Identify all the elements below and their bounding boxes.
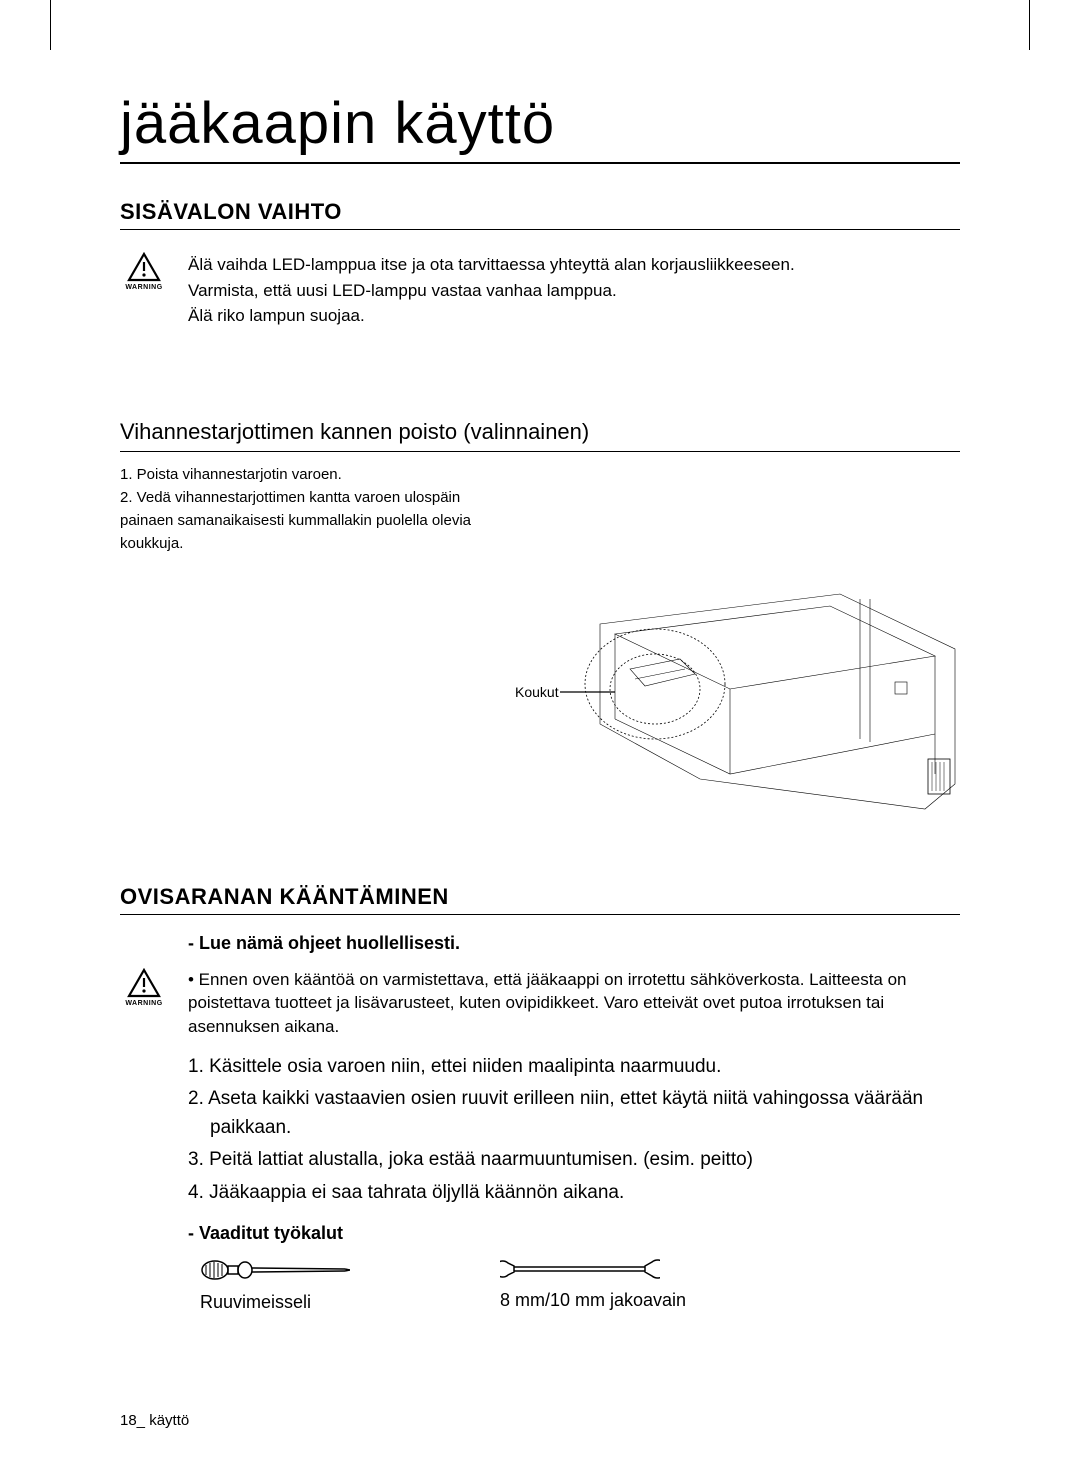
section1-heading: SISÄVALON VAIHTO (120, 199, 960, 230)
numbered-item: 3. Peitä lattiat alustalla, joka estää n… (188, 1146, 960, 1175)
instruction-step: koukkuja. (120, 533, 960, 554)
wrench-icon (500, 1258, 660, 1280)
instruction-step: painaen samanaikaisesti kummallakin puol… (120, 510, 960, 531)
page-title: jääkaapin käyttö (120, 90, 960, 164)
warning-block-1: WARNING Älä vaihda LED-lamppua itse ja o… (120, 252, 960, 329)
warning-line: Älä riko lampun suojaa. (188, 303, 795, 329)
numbered-item: 4. Jääkaappia ei saa tahrata öljyllä kää… (188, 1179, 960, 1208)
section3-heading: OVISARANAN KÄÄNTÄMINEN (120, 884, 960, 915)
warning-line: Varmista, että uusi LED-lamppu vastaa va… (188, 278, 795, 304)
tool-label-wrench: 8 mm/10 mm jakoavain (500, 1290, 686, 1311)
diagram-area: Koukut (120, 574, 960, 834)
tools-heading: - Vaaditut työkalut (188, 1223, 960, 1244)
page-footer: 18_ käyttö (120, 1412, 189, 1429)
section2-heading-suffix: (valinnainen) (457, 419, 589, 444)
instruction-step: 1. Poista vihannestarjotin varoen. (120, 464, 960, 485)
numbered-item: 1. Käsittele osia varoen niin, ettei nii… (188, 1053, 960, 1082)
warning-label: WARNING (125, 284, 162, 291)
warning-block-2: WARNING • Ennen oven kääntöä on varmiste… (120, 968, 960, 1039)
crop-mark-right (1029, 0, 1030, 50)
warning-icon (127, 252, 161, 282)
numbered-list: 1. Käsittele osia varoen niin, ettei nii… (188, 1053, 960, 1208)
warning-icon-container: WARNING (120, 252, 168, 291)
tool-wrench: 8 mm/10 mm jakoavain (500, 1258, 686, 1311)
section2-heading-main: Vihannestarjottimen kannen poisto (120, 419, 457, 444)
bold-note: - Lue nämä ohjeet huollellisesti. (188, 933, 960, 954)
tools-row: Ruuvimeisseli 8 mm/10 mm jakoavain (200, 1258, 960, 1313)
instruction-list: 1. Poista vihannestarjotin varoen. 2. Ve… (120, 464, 960, 554)
crop-mark-left (50, 0, 51, 50)
tray-diagram (560, 574, 960, 824)
warning-bullet: • Ennen oven kääntöä on varmistettava, e… (188, 968, 960, 1039)
warning-line: Älä vaihda LED-lamppua itse ja ota tarvi… (188, 252, 795, 278)
warning-icon-container-2: WARNING (120, 968, 168, 1007)
numbered-item: 2. Aseta kaikki vastaavien osien ruuvit … (188, 1085, 960, 1142)
instruction-step: 2. Vedä vihannestarjottimen kantta varoe… (120, 487, 960, 508)
warning-text-2: • Ennen oven kääntöä on varmistettava, e… (188, 968, 960, 1039)
screwdriver-icon (200, 1258, 350, 1282)
warning-icon (127, 968, 161, 998)
tool-label-screwdriver: Ruuvimeisseli (200, 1292, 311, 1313)
tool-screwdriver: Ruuvimeisseli (200, 1258, 350, 1313)
warning-label-2: WARNING (125, 1000, 162, 1007)
warning-text-1: Älä vaihda LED-lamppua itse ja ota tarvi… (188, 252, 795, 329)
section2-heading: Vihannestarjottimen kannen poisto (valin… (120, 419, 960, 452)
diagram-label: Koukut (515, 684, 559, 700)
